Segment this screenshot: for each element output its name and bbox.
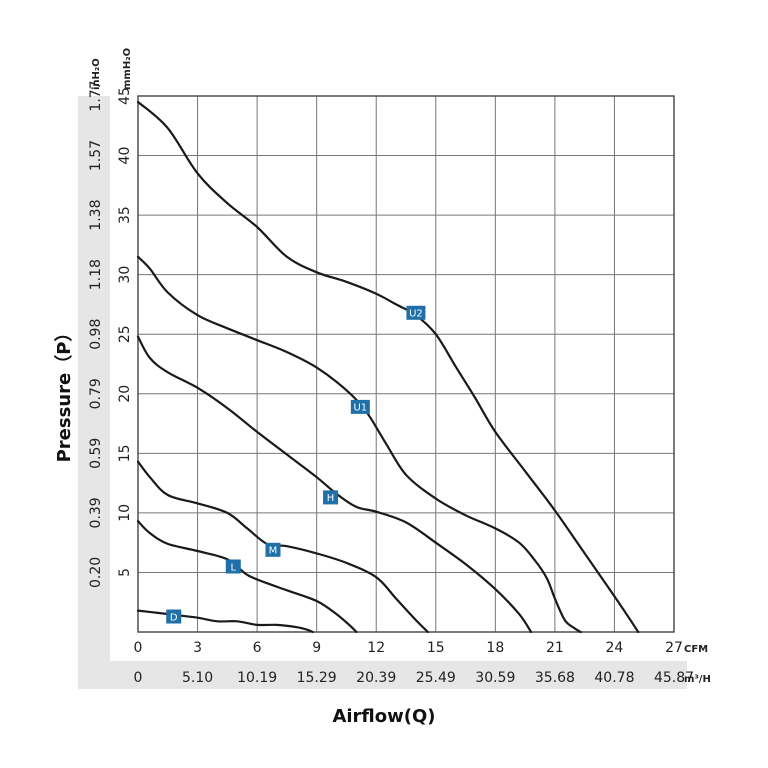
plot-area: [110, 96, 687, 661]
curve-l: [136, 520, 358, 634]
x-tick-label: 15: [427, 640, 445, 656]
curve-labels: U2 U1 H M L D: [166, 305, 426, 624]
x-tick-label: 0: [134, 640, 143, 656]
left-unit-band: [78, 96, 110, 689]
curve-label-box-u1: [350, 399, 370, 414]
x-tick-label-secondary: 0: [134, 670, 143, 686]
x-tick-label: 27: [665, 640, 683, 656]
y-tick-label: 30: [117, 266, 133, 284]
y-ticks: 5 10 15 20 25 30 35 40 45: [117, 87, 133, 577]
curve-u1: [136, 255, 582, 634]
y-tick-label: 45: [117, 87, 133, 105]
y-tick-label-secondary: 1.57: [88, 140, 104, 171]
x-tick-label: 3: [193, 640, 202, 656]
y-tick-label: 5: [117, 568, 133, 577]
curve-u2: [136, 100, 640, 634]
y-ticks-secondary: 0.20 0.39 0.59 0.79 0.98 1.18 1.38 1.57 1.77: [88, 80, 104, 588]
y-tick-label: 20: [117, 385, 133, 403]
y-tick-label-secondary: 1.38: [88, 200, 104, 231]
curve-label-u2: U2: [409, 309, 423, 320]
y-tick-label-secondary: 1.77: [88, 80, 104, 111]
curve-label-m: M: [269, 546, 278, 557]
y-axis-title: Pressure（P）: [54, 324, 75, 463]
y-tick-label-secondary: 0.20: [88, 557, 104, 588]
x-tick-label: 18: [486, 640, 504, 656]
x-tick-label-secondary: 35.68: [535, 670, 575, 686]
curve-label-l: L: [230, 562, 236, 573]
x-ticks-secondary: 0 5.10 10.19 15.29 20.39 25.49 30.59 35.68 40.78…: [134, 670, 695, 686]
x-tick-label: 21: [546, 640, 564, 656]
x-ticks: 0 3 6 9 12 15 18 21 24 27: [134, 640, 683, 656]
curve-label-box-h: [323, 490, 339, 505]
x-tick-label-secondary: 5.10: [182, 670, 213, 686]
y-unit-secondary: inH₂O: [91, 58, 102, 90]
curve-label-u1: U1: [353, 403, 367, 414]
curve-label-box-l: [225, 559, 241, 574]
y-tick-label-secondary: 0.79: [88, 378, 104, 409]
x-tick-label-secondary: 20.39: [356, 670, 396, 686]
y-tick-label-secondary: 1.18: [88, 259, 104, 290]
curves: [136, 100, 640, 634]
y-tick-label: 25: [117, 325, 133, 343]
y-tick-label: 15: [117, 444, 133, 462]
bottom-unit-band: [78, 661, 687, 689]
x-tick-label-secondary: 25.49: [416, 670, 456, 686]
x-tick-label: 12: [367, 640, 385, 656]
y-unit-primary: mmH₂O: [122, 48, 133, 90]
x-unit-primary: CFM: [684, 644, 708, 655]
y-tick-label: 40: [117, 147, 133, 165]
y-tick-label-secondary: 0.98: [88, 319, 104, 350]
curve-label-box-m: [265, 542, 281, 557]
curve-label-d: D: [170, 612, 178, 623]
x-axis-title: Airflow(Q): [332, 706, 435, 727]
x-tick-label-secondary: 15.29: [297, 670, 337, 686]
x-tick-label-secondary: 30.59: [475, 670, 515, 686]
x-unit-secondary: m³/H: [684, 674, 711, 685]
y-tick-label: 10: [117, 504, 133, 522]
x-tick-label: 6: [253, 640, 262, 656]
plot-frame: [137, 95, 675, 633]
y-tick-label-secondary: 0.59: [88, 438, 104, 469]
curve-label-box-u2: [406, 305, 426, 320]
curve-label-box-d: [166, 609, 182, 624]
grid: [137, 95, 675, 632]
y-tick-label-secondary: 0.39: [88, 497, 104, 528]
x-tick-label-secondary: 45.87: [654, 670, 694, 686]
x-tick-label: 24: [606, 640, 624, 656]
x-tick-label-secondary: 40.78: [594, 670, 634, 686]
x-tick-label: 9: [312, 640, 321, 656]
y-tick-label: 35: [117, 206, 133, 224]
x-tick-label-secondary: 10.19: [237, 670, 277, 686]
curve-label-h: H: [327, 493, 335, 504]
